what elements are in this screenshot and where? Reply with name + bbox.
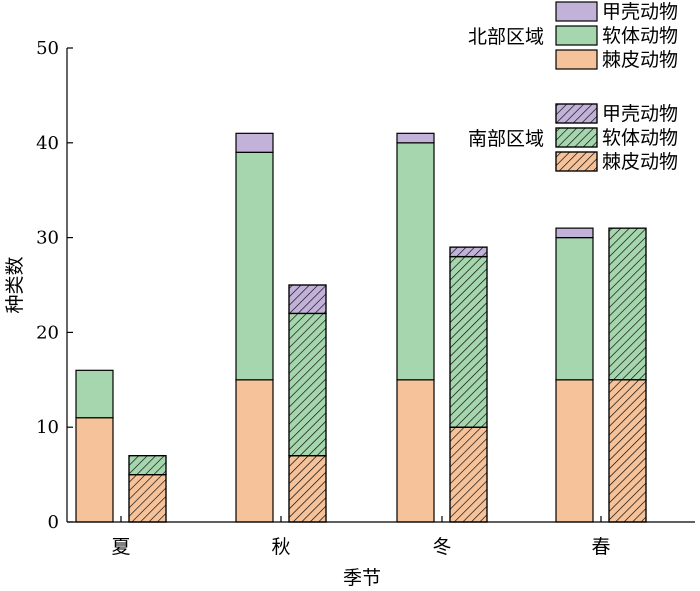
- legend-label: 甲壳动物: [602, 103, 678, 125]
- x-tick-label: 春: [591, 536, 610, 558]
- bar-south-echinoderm-hatch: [288, 455, 327, 523]
- bar-north-mollusk: [235, 151, 274, 381]
- y-tick-label: 30: [36, 228, 59, 249]
- x-tick-label: 秋: [271, 536, 290, 558]
- bar-south-mollusk-hatch: [608, 227, 647, 381]
- legend-swatch-hatch: [555, 127, 598, 148]
- y-ticks: 0 10 20 30 40 50: [36, 38, 73, 533]
- bar-south-echinoderm-hatch: [449, 426, 488, 523]
- y-tick-label: 50: [36, 38, 59, 59]
- y-tick-label: 20: [36, 322, 59, 343]
- y-tick-label: 40: [36, 133, 59, 154]
- bar-north-mollusk: [75, 369, 114, 419]
- bars-layer: [75, 132, 647, 523]
- bar-north-echinoderm: [235, 379, 274, 523]
- legend-swatch-hatch: [555, 103, 598, 124]
- legend-group-title: 北部区域: [468, 26, 544, 48]
- bar-south-crustacean-hatch: [449, 246, 488, 258]
- bar-south-mollusk-hatch: [288, 312, 327, 457]
- bar-south-crustacean-hatch: [288, 284, 327, 315]
- bar-north-echinoderm: [396, 379, 435, 523]
- bar-south-echinoderm-hatch: [608, 379, 647, 523]
- bar-north-echinoderm: [555, 379, 594, 523]
- bar-north-crustacean: [235, 132, 274, 153]
- bar-north-mollusk: [555, 237, 594, 381]
- legend-swatch: [555, 25, 598, 46]
- bar-north-mollusk: [396, 142, 435, 381]
- x-axis-label: 季节: [343, 567, 381, 589]
- axes: [66, 48, 695, 523]
- y-tick-label: 0: [48, 512, 59, 533]
- bar-north-echinoderm: [75, 417, 114, 523]
- legend-label: 棘皮动物: [602, 151, 678, 173]
- x-tick-label: 冬: [432, 536, 451, 558]
- bar-south-mollusk-hatch: [128, 455, 167, 476]
- y-axis-label: 种类数: [4, 256, 26, 313]
- legend-label: 甲壳动物: [602, 1, 678, 23]
- legend-label: 软体动物: [602, 25, 678, 47]
- bar-south-mollusk-hatch: [449, 255, 488, 428]
- y-tick-label: 10: [36, 417, 59, 438]
- legend-label: 棘皮动物: [602, 49, 678, 71]
- bar-south-echinoderm-hatch: [128, 474, 167, 523]
- x-tick-label: 夏: [111, 536, 130, 558]
- bar-north-crustacean: [396, 132, 435, 144]
- legend-swatch: [555, 1, 598, 22]
- x-ticks: 夏秋冬春: [111, 516, 611, 558]
- legend-swatch-hatch: [555, 151, 598, 172]
- legend-swatch: [555, 49, 598, 70]
- legend-label: 软体动物: [602, 127, 678, 149]
- bar-north-crustacean: [555, 227, 594, 239]
- legend-group-title: 南部区域: [468, 128, 544, 150]
